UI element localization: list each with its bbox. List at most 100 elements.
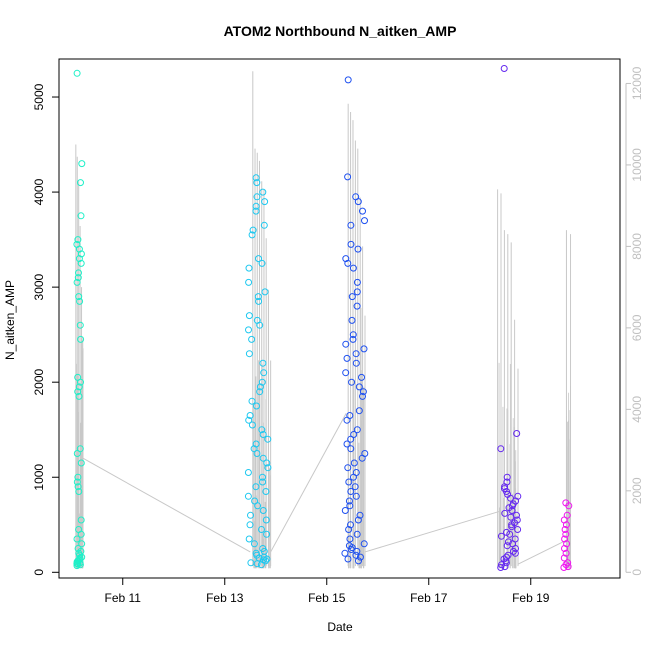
data-point (245, 350, 253, 358)
data-point (258, 378, 266, 386)
data-point (341, 549, 349, 557)
data-point (508, 523, 516, 531)
data-point (248, 421, 256, 429)
gray-connector-line (517, 539, 568, 565)
data-point (501, 563, 509, 571)
data-point (500, 555, 508, 563)
data-point (350, 473, 357, 481)
data-point (349, 335, 357, 343)
data-point (347, 240, 355, 248)
data-point (359, 392, 366, 400)
data-point (74, 388, 82, 396)
data-point (498, 561, 505, 569)
data-point (261, 198, 269, 206)
data-point (355, 557, 362, 565)
data-point (73, 562, 81, 570)
data-point (353, 426, 361, 434)
data-point (511, 549, 519, 557)
data-point (497, 564, 505, 571)
data-point (353, 530, 361, 538)
points-layer (73, 65, 573, 571)
data-point (74, 473, 82, 481)
data-point (344, 259, 352, 267)
data-point (354, 245, 362, 253)
data-point (257, 561, 265, 569)
data-point (343, 354, 351, 362)
data-point (258, 526, 265, 533)
data-point (256, 388, 264, 396)
data-point (74, 236, 82, 244)
data-point (510, 547, 517, 555)
data-point (245, 264, 253, 272)
data-point (253, 450, 261, 457)
data-point (75, 293, 83, 301)
data-point (358, 454, 366, 462)
data-point (361, 217, 368, 225)
data-point (360, 540, 368, 548)
data-point (355, 407, 363, 415)
data-point (342, 340, 350, 348)
data-point (259, 454, 267, 462)
y-axis-left: 0 1000 2000 3000 4000 5000 (32, 83, 60, 576)
data-point (349, 331, 357, 339)
data-point (75, 383, 83, 391)
data-point (353, 288, 361, 296)
data-point (349, 264, 357, 272)
data-point (347, 521, 354, 529)
data-point (75, 269, 82, 277)
data-point (344, 173, 352, 181)
y-right-tick-label: 10000 (630, 148, 644, 182)
data-point (259, 188, 267, 196)
data-point (74, 274, 82, 282)
data-point (259, 473, 266, 481)
data-point (249, 226, 257, 234)
data-point (504, 538, 512, 546)
data-point (74, 483, 82, 491)
data-point (352, 492, 360, 500)
data-point (252, 207, 260, 215)
data-point (346, 502, 354, 510)
data-point (259, 478, 267, 486)
data-point (348, 316, 356, 324)
data-point (359, 207, 366, 215)
x-tick-label: Feb 17 (410, 591, 448, 605)
data-point (354, 516, 362, 524)
y-right-tick-label: 0 (630, 569, 644, 576)
data-point (77, 335, 85, 343)
data-point (345, 478, 353, 486)
data-point (259, 359, 267, 367)
plot-frame (58, 58, 621, 579)
x-tick-label: Feb 13 (206, 591, 244, 605)
data-point (350, 459, 358, 467)
data-point (245, 535, 253, 543)
data-point (352, 350, 360, 358)
data-point (561, 545, 568, 552)
data-point (77, 259, 85, 267)
data-point (561, 526, 569, 533)
data-point (514, 526, 522, 533)
y-left-tick-label: 0 (32, 569, 46, 576)
data-point (560, 554, 568, 562)
data-point (73, 278, 81, 286)
data-point (77, 378, 84, 386)
data-point (261, 288, 269, 296)
x-axis: Feb 11 Feb 13 Feb 15 Feb 17 Feb 19 (105, 577, 550, 605)
data-point (256, 321, 264, 329)
data-point (76, 321, 84, 329)
y-right-tick-label: 12000 (630, 66, 644, 100)
data-point (344, 555, 352, 563)
data-point (73, 450, 81, 457)
data-point (253, 179, 261, 187)
data-point (262, 488, 270, 495)
data-point (345, 497, 353, 505)
data-point (263, 530, 271, 538)
data-point (507, 513, 515, 521)
data-point (255, 255, 262, 263)
data-point (352, 551, 360, 559)
data-point (564, 563, 572, 571)
data-point (497, 445, 505, 453)
data-point (246, 412, 254, 419)
data-point (77, 530, 85, 538)
gray-series-layer (75, 71, 572, 569)
data-point (250, 540, 258, 548)
